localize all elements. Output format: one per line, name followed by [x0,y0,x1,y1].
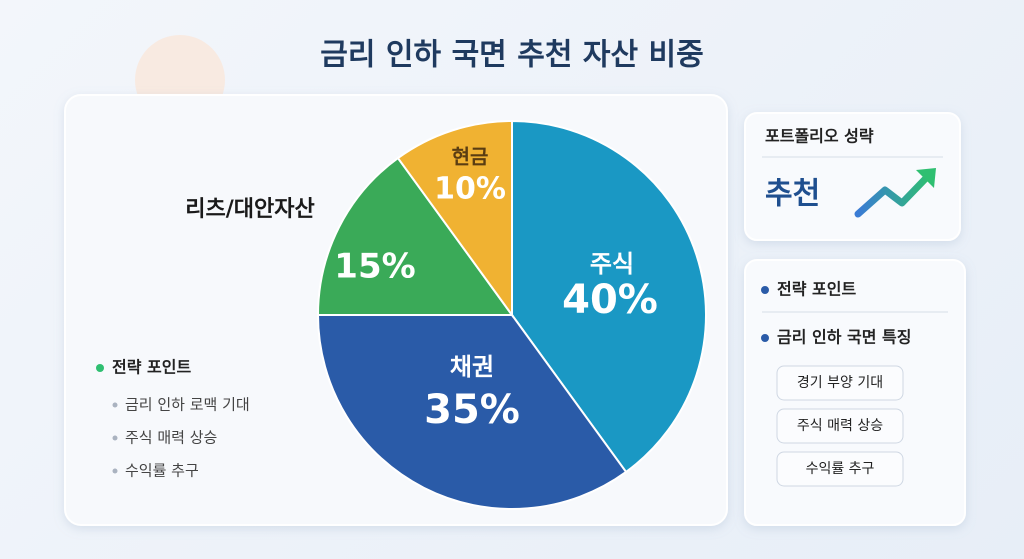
card-value: 추천 [765,177,820,212]
pill [776,451,904,487]
pie-slice [316,314,628,510]
trend-arrow [854,170,934,218]
score-card [744,112,961,241]
bullet [761,334,769,342]
slice-value: 35% [424,387,520,433]
pill [776,408,904,444]
side-heading: 전략 포인트 [777,280,856,299]
pill-text: 수익률 추구 [806,461,875,477]
bullet [112,402,118,408]
slice-name: 리츠/대안자산 [185,197,314,222]
pie-slice [511,119,707,474]
bullet [112,468,118,474]
slice-name: 주식 [590,250,634,278]
slice-name: 채권 [450,353,494,381]
bullet [112,435,118,441]
slice-name: 현금 [452,145,489,169]
pill-text: 주식 매력 상승 [797,418,883,434]
pill-text: 경기 부양 기대 [797,375,883,391]
note-item: 수익률 추구 [125,462,199,480]
pie-slice [396,119,513,319]
bullet [761,286,769,294]
trend-arrow-head [916,168,936,188]
notes-heading: 전략 포인트 [112,358,191,377]
pie-slice [316,156,514,316]
slice-value: 15% [334,247,415,287]
note-item: 주식 매력 상승 [125,429,217,447]
side-subheading: 금리 인하 국면 특징 [777,328,911,347]
bullet [96,364,104,372]
note-item: 금리 인하 로맥 기대 [125,396,250,414]
pie [316,119,707,510]
slice-value: 10% [434,172,506,207]
pill [776,365,904,401]
chart-title: 금리 인하 국면 추천 자산 비중 [320,38,703,73]
slice-value: 40% [562,277,658,323]
card-title: 포트폴리오 성략 [765,127,874,146]
